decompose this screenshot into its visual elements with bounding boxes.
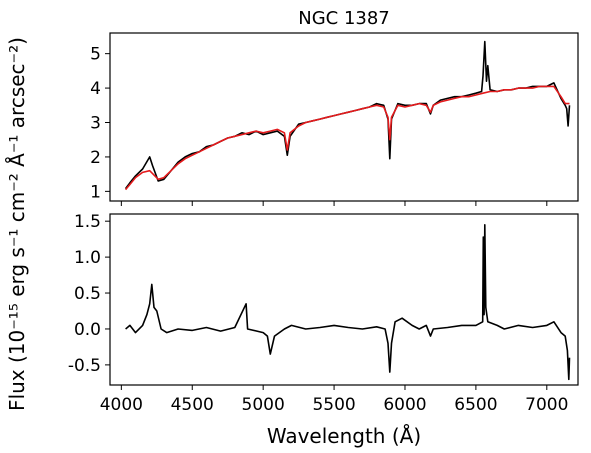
top-y-tick-label: 3 [90,114,101,134]
top-y-tick-label: 5 [90,45,101,65]
bottom-y-tick-label: 1.0 [74,248,101,268]
top-plot-frame [109,32,579,202]
x-tick-label: 5000 [242,395,285,415]
top-panel: 1 2 3 4 5 NGC 1387 [90,8,579,206]
x-tick-label: 6000 [383,395,426,415]
bottom-y-tick-label: 0.5 [74,284,101,304]
chart-title: NGC 1387 [298,8,390,29]
x-tick-label: 4000 [100,395,143,415]
bottom-plot-frame [109,213,579,386]
bottom-y-tick-label: 1.5 [74,212,101,232]
y-axis-label: Flux (10⁻¹⁵ erg s⁻¹ cm⁻² Å⁻¹ arcsec⁻²) [5,37,29,411]
bottom-series-line-0 [125,224,571,381]
top-y-tick-label: 1 [90,182,101,202]
x-tick-label: 4500 [171,395,214,415]
top-series-line-1 [124,85,570,191]
top-y-tick-label: 4 [90,79,101,99]
x-tick-label: 7000 [525,395,568,415]
bottom-y-tick-label: 0.0 [74,320,101,340]
x-tick-label: 5500 [312,395,355,415]
x-axis-label: Wavelength (Å) [267,424,421,448]
bottom-y-tick-label: -0.5 [68,356,101,376]
x-tick-label: 6500 [454,395,497,415]
bottom-panel: 4000 4500 5000 5500 6000 6500 7000 -0.5 0.0 0.5 1.… [68,212,579,448]
top-series-line-0 [124,40,571,190]
top-y-tick-label: 2 [90,148,101,168]
